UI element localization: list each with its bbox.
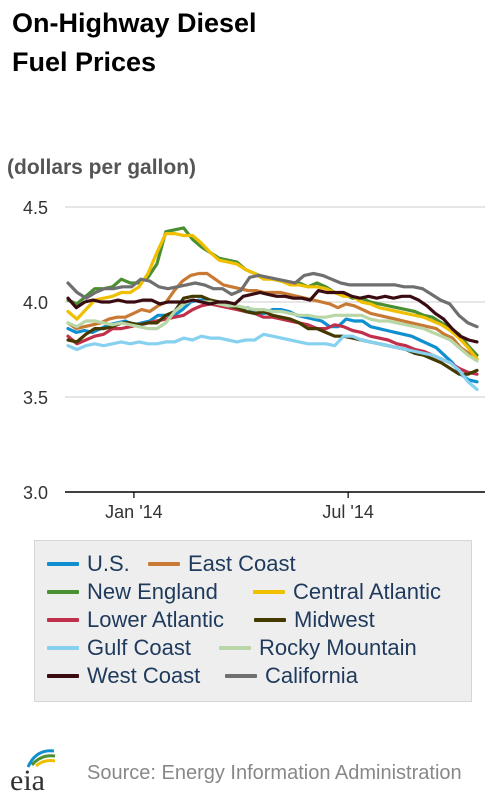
legend-item: New England xyxy=(47,579,218,605)
legend-swatch xyxy=(253,590,285,594)
units-label: (dollars per gallon) xyxy=(7,156,197,179)
legend-swatch xyxy=(47,590,79,594)
legend-swatch xyxy=(254,618,286,622)
legend-swatch xyxy=(47,562,79,566)
line-chart: 3.0 3.5 4.0 4.5 Jan '14 Jul '14 xyxy=(23,198,485,522)
legend-swatch xyxy=(47,674,79,678)
legend-label: Rocky Mountain xyxy=(259,635,417,660)
legend-label: Lower Atlantic xyxy=(87,607,224,632)
series-line-rocky-mountain xyxy=(66,298,479,363)
legend-swatch xyxy=(225,674,257,678)
legend-label: Central Atlantic xyxy=(293,579,441,604)
y-tick-label: 3.5 xyxy=(23,388,48,408)
legend-label: West Coast xyxy=(87,663,201,688)
legend-swatch xyxy=(219,646,251,650)
chart-title-line-2: Fuel Prices xyxy=(12,47,157,77)
legend-item: Lower Atlantic xyxy=(47,607,224,633)
legend-label: East Coast xyxy=(188,551,296,576)
y-tick-label: 3.0 xyxy=(23,483,48,503)
legend-item: U.S. xyxy=(47,551,130,577)
series-line-west-coast xyxy=(66,288,479,344)
source-note: Source: Energy Information Administratio… xyxy=(87,762,462,784)
legend-item: Central Atlantic xyxy=(253,579,441,605)
chart-title: On-Highway Diesel Fuel Prices xyxy=(12,4,482,82)
x-tick-label: Jul '14 xyxy=(322,502,373,522)
chart-title-line-1: On-Highway Diesel xyxy=(12,8,257,38)
legend-label: Gulf Coast xyxy=(87,635,191,660)
legend-label: New England xyxy=(87,579,218,604)
legend-item: California xyxy=(225,663,358,689)
legend-item: Midwest xyxy=(254,607,375,633)
legend-swatch xyxy=(148,562,180,566)
legend-label: California xyxy=(265,663,358,688)
legend-label: Midwest xyxy=(294,607,375,632)
legend-swatch xyxy=(47,618,79,622)
legend-swatch xyxy=(47,646,79,650)
series-line-gulf-coast xyxy=(66,332,479,391)
legend-label: U.S. xyxy=(87,551,130,576)
y-tick-label: 4.0 xyxy=(23,293,48,313)
legend-item: West Coast xyxy=(47,663,200,689)
series-line-california xyxy=(66,271,479,329)
y-tick-label: 4.5 xyxy=(23,198,48,218)
legend: U.S. East Coast New England Central Atla… xyxy=(34,540,472,702)
logo-text: eia xyxy=(10,764,45,795)
x-tick-label: Jan '14 xyxy=(105,502,162,522)
axes: 3.0 3.5 4.0 4.5 Jan '14 Jul '14 xyxy=(23,198,485,522)
legend-item: Gulf Coast xyxy=(47,635,191,661)
eia-logo: eia xyxy=(10,749,56,795)
legend-item: Rocky Mountain xyxy=(219,635,417,661)
legend-item: East Coast xyxy=(148,551,296,577)
series-lines xyxy=(66,226,479,391)
series-line-east-coast xyxy=(66,271,479,361)
